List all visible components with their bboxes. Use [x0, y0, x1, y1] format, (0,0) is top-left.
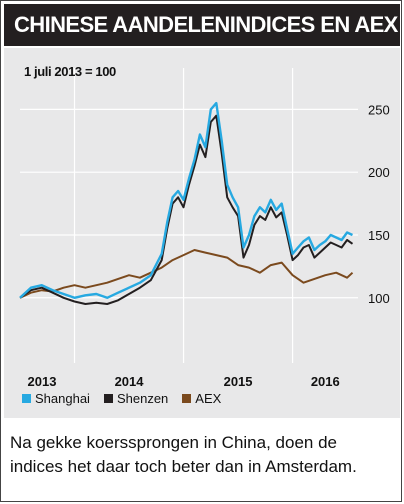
- series-line-shanghai: [19, 101, 354, 299]
- chart-legend: Shanghai Shenzen AEX: [22, 388, 235, 408]
- x-tick-label-2014: 2014: [115, 374, 145, 389]
- legend-item-shenzen: Shenzen: [103, 390, 169, 406]
- chart-area: 100 150 200 250 2013 2014 2015 2016 1 juli 2013…: [4, 48, 400, 418]
- series-line-shenzen: [19, 114, 354, 305]
- chart-title: CHINESE AANDELENINDICES EN AEX: [14, 12, 398, 37]
- legend-label-aex: AEX: [195, 390, 222, 406]
- legend-swatch-shanghai: [22, 393, 31, 403]
- legend-item-aex: AEX: [182, 391, 221, 406]
- chart-caption: Na gekke koerssprongen in China, doen de…: [4, 421, 400, 501]
- legend-swatch-shenzen: [103, 393, 113, 403]
- caption-text: Na gekke koerssprongen in China, doen de…: [10, 433, 357, 476]
- chart-subtitle: 1 juli 2013 = 100: [24, 64, 116, 79]
- x-tick-label-2015: 2015: [224, 374, 253, 389]
- line-chart: 100 150 200 250 2013 2014 2015 2016: [19, 68, 390, 389]
- legend-label-shenzen: Shenzen: [116, 390, 169, 406]
- y-tick-label-100: 100: [368, 291, 390, 306]
- y-tick-label-250: 250: [368, 102, 390, 117]
- legend-label-shanghai: Shanghai: [35, 390, 90, 406]
- legend-item-shanghai: Shanghai: [22, 391, 90, 406]
- series-line-aex: [19, 249, 354, 299]
- y-tick-label-200: 200: [368, 165, 390, 180]
- chart-header: CHINESE AANDELENINDICES EN AEX: [4, 4, 400, 46]
- y-tick-label-150: 150: [368, 228, 390, 243]
- x-tick-label-2016: 2016: [311, 374, 340, 389]
- legend-swatch-aex: [182, 393, 192, 403]
- x-tick-label-2013: 2013: [28, 374, 57, 389]
